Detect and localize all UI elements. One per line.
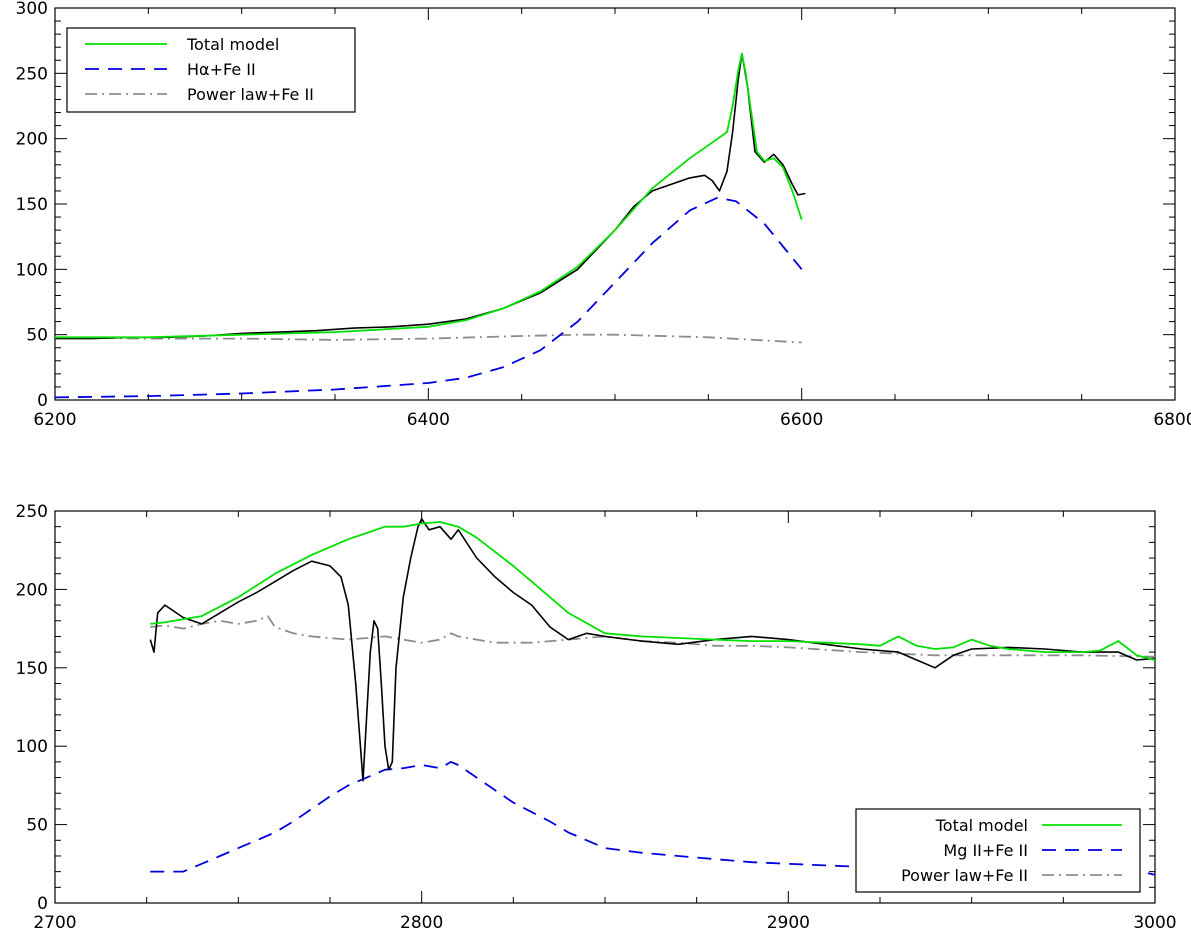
y-tick-label: 100 [16,737,48,757]
y-tick-label: 250 [16,502,48,522]
x-tick-label: 6400 [407,410,450,430]
series-line-power-law-fe-ii [54,333,802,344]
x-tick-label: 6200 [33,410,76,430]
x-tick-label: 2900 [767,913,810,933]
legend-label: Total model [186,35,279,54]
bottom-panel-mgii: 2700 2800 2900 3000 0 50 100 150 200 250 Total mod… [16,502,1177,933]
y-tick-label: 0 [37,894,48,914]
series-line-power-law-fe-ii [150,615,1156,658]
y-tick-label: 50 [26,816,48,836]
series-line-total-model [150,521,1156,661]
y-tick-label: 150 [16,195,48,215]
x-tick-label: 2800 [400,913,443,933]
y-tick-label: 250 [16,64,48,84]
y-tick-label: 300 [16,0,48,19]
legend: Total model Mg II+Fe II Power law+Fe II [855,808,1141,893]
legend-label: Power law+Fe II [901,866,1028,885]
series-line-total-model [55,52,803,339]
y-tick-label: 150 [16,659,48,679]
legend-label: Mg II+Fe II [943,841,1028,860]
observed-spectrum-line [149,517,1156,782]
legend-label: Total model [935,816,1028,835]
x-tick-label: 6600 [780,410,823,430]
y-tick-label: 0 [37,391,48,411]
y-tick-label: 100 [16,260,48,280]
y-tick-label: 200 [16,580,48,600]
series-line-h-fe-ii [54,196,803,399]
legend-box [66,27,356,113]
legend-label: Power law+Fe II [187,85,314,104]
legend-label: Hα+Fe II [187,60,256,79]
x-tick-label: 2700 [33,913,76,933]
y-tick-label: 50 [26,326,48,346]
y-tick-label: 200 [16,130,48,150]
legend: Total model Hα+Fe II Power law+Fe II [66,27,356,113]
observed-spectrum-line [55,52,806,340]
x-tick-label: 3000 [1133,913,1176,933]
